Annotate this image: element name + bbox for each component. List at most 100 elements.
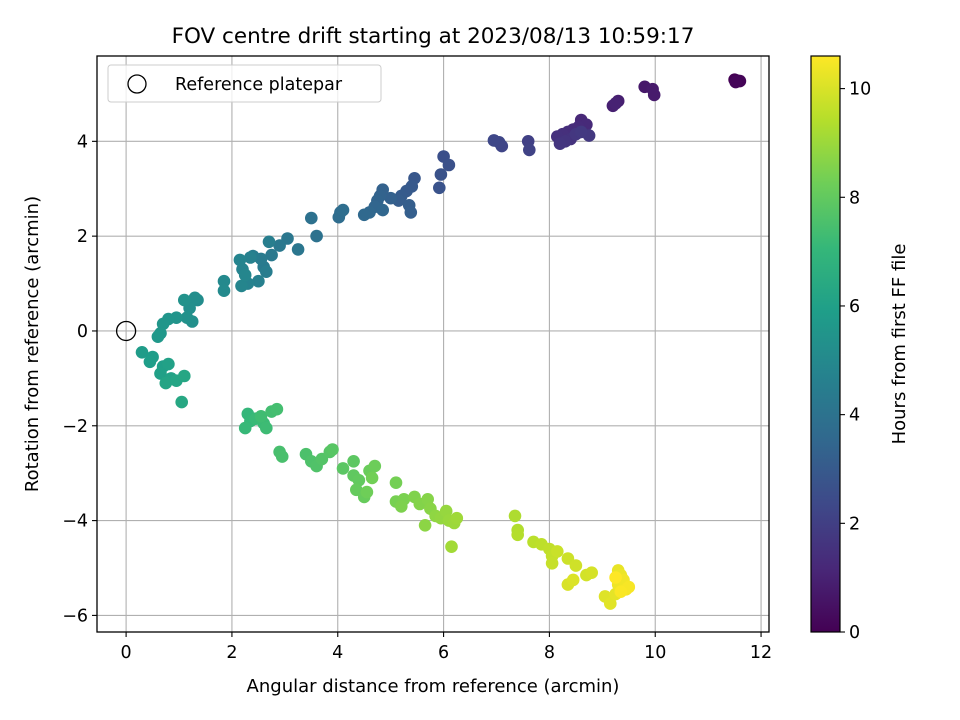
- scatter-point: [376, 203, 390, 217]
- scatter-point: [439, 504, 453, 518]
- scatter-point: [445, 540, 458, 553]
- scatter-point: [585, 566, 598, 579]
- scatter-point: [180, 311, 194, 325]
- x-tick-label: 4: [332, 643, 343, 663]
- y-tick-label: 2: [77, 227, 88, 247]
- colorbar-tick-label: 8: [849, 188, 860, 208]
- y-tick-label: −2: [62, 417, 88, 437]
- scatter-point: [135, 346, 149, 359]
- x-tick-label: 6: [438, 643, 449, 663]
- scatter-point: [511, 528, 524, 542]
- scatter-point: [487, 134, 501, 147]
- scatter-point: [574, 125, 588, 139]
- y-tick-label: 4: [77, 132, 88, 152]
- scatter-point: [357, 208, 371, 222]
- scatter-point: [217, 274, 231, 288]
- scatter-point: [310, 229, 323, 243]
- y-axis-label: Rotation from reference (arcmin): [22, 196, 43, 492]
- x-tick-label: 12: [750, 643, 772, 663]
- scatter-point: [347, 455, 360, 468]
- x-axis-label: Angular distance from reference (arcmin): [247, 676, 620, 697]
- colorbar-label: Hours from first FF file: [889, 244, 910, 445]
- x-tick-label: 10: [644, 643, 666, 663]
- axes-frame: [96, 55, 770, 633]
- x-tick-label: 0: [121, 643, 132, 663]
- scatter-point: [418, 519, 432, 532]
- scatter-point: [508, 509, 522, 523]
- scatter-point: [235, 279, 248, 293]
- scatter-point: [523, 143, 536, 157]
- scatter-point: [265, 248, 278, 262]
- scatter-point: [262, 235, 276, 249]
- scatter-point: [609, 571, 622, 584]
- scatter-point: [326, 443, 339, 456]
- y-tick-label: −6: [62, 606, 88, 626]
- scatter-point: [442, 158, 456, 172]
- colorbar-tick-layer: 0 2 4 6 8 10: [840, 80, 871, 643]
- scatter-point: [252, 274, 265, 288]
- y-tick-label: 0: [77, 322, 88, 342]
- scatter-point: [238, 421, 252, 435]
- legend: Reference platepar: [107, 64, 382, 103]
- scatter-point: [395, 500, 408, 513]
- scatter-point: [305, 211, 318, 225]
- colorbar: 0 2 4 6 8 10 Hours from first FF file: [810, 55, 910, 643]
- scatter-point: [404, 206, 418, 219]
- chart-title: FOV centre drift starting at 2023/08/13 …: [172, 24, 695, 49]
- scatter-point: [551, 545, 564, 558]
- scatter-point: [260, 265, 273, 279]
- colorbar-tick-label: 6: [849, 297, 860, 317]
- scatter-point: [360, 485, 374, 499]
- scatter-point: [729, 75, 742, 89]
- scatter-point: [352, 474, 366, 487]
- scatter-point: [154, 367, 167, 380]
- colorbar-gradient: [810, 55, 841, 633]
- colorbar-tick-label: 2: [849, 514, 860, 534]
- y-tick-layer: −6 −4 −2 0 2 4: [62, 132, 97, 626]
- scatter-point: [291, 243, 305, 256]
- scatter-point: [647, 88, 661, 102]
- scatter-point: [254, 410, 268, 423]
- scatter-point: [365, 471, 379, 485]
- scatter-point: [188, 291, 202, 305]
- scatter-point: [233, 253, 247, 267]
- scatter-point: [143, 355, 157, 369]
- grid-layer: [97, 56, 769, 632]
- scatter-point: [433, 181, 446, 195]
- points-layer: [135, 73, 747, 610]
- scatter-point: [260, 421, 273, 435]
- scatter-point: [336, 203, 350, 217]
- scatter-point: [244, 251, 257, 264]
- scatter-point: [159, 376, 173, 390]
- scatter-point: [368, 459, 382, 473]
- scatter-point: [162, 357, 175, 371]
- legend-box: [107, 64, 382, 103]
- colorbar-tick-label: 10: [849, 80, 871, 100]
- scatter-point: [566, 573, 580, 587]
- scatter-point: [270, 402, 284, 416]
- legend-marker-reference: [127, 74, 147, 94]
- scatter-point: [450, 511, 464, 525]
- legend-label-reference: Reference platepar: [175, 75, 343, 95]
- scatter-point: [545, 557, 559, 570]
- scatter-point: [614, 585, 628, 598]
- scatter-point: [336, 462, 350, 475]
- scatter-point: [434, 168, 448, 181]
- reference-platepar-marker: [115, 320, 137, 342]
- scatter-point: [275, 450, 289, 463]
- scatter-point: [151, 330, 165, 344]
- x-tick-label: 8: [544, 643, 555, 663]
- scatter-point: [384, 191, 398, 205]
- scatter-point: [553, 137, 567, 150]
- scatter-point: [178, 369, 191, 383]
- scatter-point: [604, 597, 617, 610]
- scatter-point: [238, 268, 252, 282]
- x-tick-layer: 0 2 4 6 8 10 12: [121, 632, 772, 663]
- x-tick-label: 2: [226, 643, 237, 663]
- scatter-point: [178, 293, 191, 307]
- scatter-point: [217, 284, 231, 298]
- y-tick-label: −4: [62, 512, 88, 532]
- scatter-point: [273, 239, 286, 252]
